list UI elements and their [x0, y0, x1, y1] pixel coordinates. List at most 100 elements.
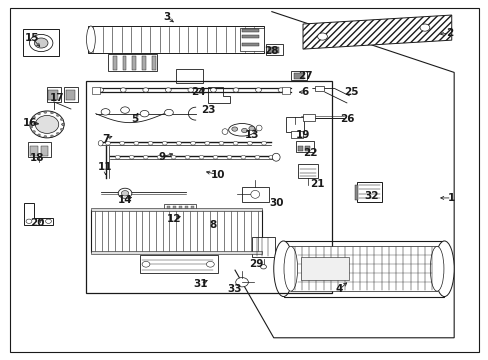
Text: 9: 9: [158, 152, 165, 162]
Circle shape: [105, 141, 110, 145]
Circle shape: [248, 126, 254, 131]
Ellipse shape: [250, 190, 259, 198]
Bar: [91, 251, 261, 254]
Text: 22: 22: [303, 148, 317, 158]
Text: 26: 26: [339, 114, 353, 124]
Text: 29: 29: [249, 259, 264, 269]
Circle shape: [164, 109, 173, 116]
Bar: [65, 90, 75, 100]
Bar: [298, 146, 303, 150]
Bar: [303, 114, 315, 121]
Text: 25: 25: [344, 87, 358, 97]
Circle shape: [50, 112, 53, 114]
Circle shape: [30, 126, 33, 128]
Circle shape: [204, 141, 209, 145]
Text: 18: 18: [30, 153, 44, 163]
Bar: [305, 146, 310, 150]
Text: 23: 23: [200, 105, 215, 115]
Bar: [179, 206, 182, 211]
Bar: [295, 140, 314, 152]
Text: 20: 20: [30, 218, 44, 228]
Circle shape: [206, 261, 214, 267]
Circle shape: [61, 123, 64, 126]
Text: 27: 27: [298, 71, 312, 81]
Circle shape: [148, 141, 153, 145]
Text: 32: 32: [363, 191, 378, 201]
Text: 5: 5: [131, 114, 138, 124]
Circle shape: [129, 156, 134, 159]
Circle shape: [33, 131, 36, 132]
Ellipse shape: [121, 190, 128, 196]
Circle shape: [44, 111, 47, 113]
Circle shape: [45, 219, 51, 224]
Bar: [47, 87, 61, 102]
Circle shape: [38, 113, 41, 115]
Polygon shape: [24, 203, 53, 225]
Bar: [242, 187, 268, 202]
Circle shape: [121, 107, 129, 113]
Circle shape: [56, 114, 59, 116]
Circle shape: [165, 88, 171, 92]
Bar: [140, 255, 217, 273]
Bar: [22, 30, 59, 56]
Ellipse shape: [222, 129, 227, 134]
Circle shape: [176, 141, 181, 145]
Circle shape: [142, 88, 148, 92]
Bar: [86, 81, 331, 293]
Ellipse shape: [434, 241, 453, 297]
Text: 10: 10: [210, 170, 224, 180]
Ellipse shape: [429, 246, 443, 291]
Bar: [298, 164, 317, 178]
Circle shape: [219, 141, 224, 145]
Circle shape: [50, 135, 53, 137]
Ellipse shape: [98, 140, 103, 146]
Bar: [293, 73, 304, 79]
Circle shape: [235, 278, 248, 287]
Circle shape: [44, 135, 47, 138]
Circle shape: [101, 109, 110, 115]
Bar: [122, 56, 126, 69]
Ellipse shape: [34, 38, 48, 48]
Bar: [251, 237, 275, 257]
Ellipse shape: [86, 26, 95, 53]
Ellipse shape: [273, 241, 293, 297]
Circle shape: [199, 156, 203, 159]
Bar: [356, 182, 381, 202]
Bar: [315, 86, 324, 91]
Circle shape: [157, 156, 162, 159]
Circle shape: [187, 88, 193, 92]
Ellipse shape: [30, 111, 64, 138]
Polygon shape: [303, 15, 451, 49]
Bar: [48, 90, 58, 100]
Bar: [242, 42, 259, 45]
Text: 19: 19: [295, 130, 309, 140]
Circle shape: [115, 156, 120, 159]
Bar: [282, 87, 289, 94]
Text: 15: 15: [25, 33, 40, 43]
Bar: [354, 185, 357, 200]
Text: 31: 31: [193, 279, 207, 289]
Bar: [91, 208, 261, 211]
Circle shape: [120, 88, 126, 92]
Text: 33: 33: [227, 284, 242, 294]
Circle shape: [210, 88, 216, 92]
Circle shape: [143, 156, 148, 159]
Text: 3: 3: [163, 12, 170, 22]
Ellipse shape: [118, 188, 132, 198]
Circle shape: [61, 123, 64, 126]
Circle shape: [140, 111, 149, 117]
Bar: [242, 30, 259, 32]
Bar: [184, 206, 187, 211]
Bar: [27, 142, 51, 157]
Text: 28: 28: [264, 46, 278, 56]
Circle shape: [26, 219, 32, 224]
Bar: [113, 56, 117, 69]
Bar: [190, 206, 193, 211]
Circle shape: [33, 116, 36, 118]
Bar: [163, 204, 195, 212]
Bar: [290, 131, 303, 138]
Ellipse shape: [228, 123, 255, 136]
Text: 8: 8: [209, 220, 216, 230]
Circle shape: [261, 141, 266, 145]
Circle shape: [38, 134, 41, 136]
